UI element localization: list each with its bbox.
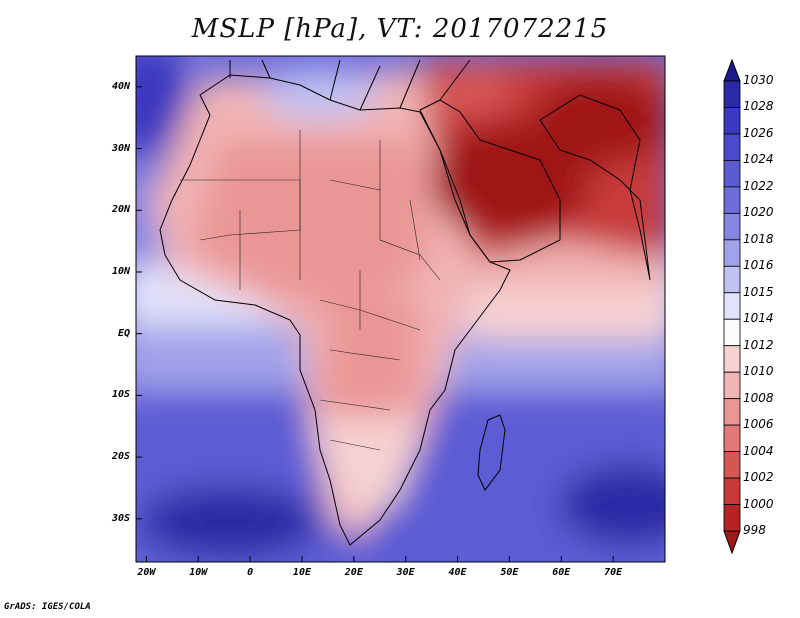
map-title: MSLP [hPa], VT: 2017072215 (191, 14, 609, 44)
lon-label-40e: 40E (448, 567, 467, 578)
colorbar-label-1010: 1010 (743, 364, 774, 379)
colorbar-segment (723, 186, 741, 214)
colorbar-segment (723, 80, 741, 108)
colorbar-top-arrow (723, 58, 741, 82)
colorbar-label-1026: 1026 (743, 125, 774, 140)
lat-label-eq: EQ (117, 327, 130, 339)
country-borders (180, 130, 441, 451)
lon-label-50e: 50E (500, 567, 519, 578)
colorbar-label-1015: 1015 (743, 284, 774, 299)
colorbar-label-1014: 1014 (743, 311, 774, 326)
lon-label-20e: 20E (344, 567, 363, 578)
grads-credit: GrADS: IGES/COLA (4, 602, 91, 612)
colorbar-segment (723, 318, 741, 347)
colorbar-label-998: 998 (743, 523, 766, 537)
colorbar-segment (723, 345, 741, 373)
pressure-field (136, 56, 665, 562)
lat-label-10n: 10N (111, 265, 130, 277)
lon-label-10w: 10W (189, 567, 208, 578)
colorbar-segment (723, 504, 741, 532)
colorbar-label-1012: 1012 (743, 337, 774, 352)
colorbar-segment (723, 133, 741, 161)
colorbar-segment (723, 107, 741, 135)
colorbar-segment (723, 239, 741, 267)
lon-label-30e: 30E (396, 567, 415, 578)
colorbar-label-1002: 1002 (743, 470, 774, 485)
lat-label-10s: 10S (111, 389, 130, 401)
lon-label-10e: 10E (292, 567, 311, 578)
lon-label-0: 0 (247, 567, 254, 578)
axis-ticks (136, 86, 614, 562)
lat-label-30n: 30N (111, 142, 130, 154)
lon-label-20w: 20W (137, 567, 156, 578)
lon-label-70e: 70E (604, 567, 623, 578)
colorbar-segment (723, 424, 741, 452)
lon-label-60e: 60E (552, 567, 571, 578)
lat-label-20n: 20N (111, 204, 130, 216)
lat-label-20s: 20S (111, 451, 130, 463)
colorbar-label-1006: 1006 (743, 417, 774, 432)
map-frame (135, 55, 666, 563)
lat-label-30s: 30S (111, 512, 130, 524)
colorbar-label-1022: 1022 (743, 178, 774, 193)
colorbar-segment (723, 160, 741, 188)
colorbar-label-1030: 1030 (743, 73, 774, 87)
colorbar-segment (723, 292, 741, 320)
colorbar-segment (723, 212, 741, 241)
colorbar-segment (723, 477, 741, 505)
colorbar-label-1024: 1024 (743, 152, 774, 167)
lat-label-40n: 40N (111, 80, 130, 92)
coastlines (159, 59, 651, 546)
colorbar-label-1016: 1016 (743, 258, 774, 273)
colorbar-label-1028: 1028 (743, 99, 774, 114)
colorbar-segment (723, 371, 741, 400)
colorbar-label-1008: 1008 (743, 390, 774, 405)
colorbar (723, 58, 741, 555)
colorbar-label-1018: 1018 (743, 231, 774, 246)
colorbar-segment (723, 398, 741, 426)
colorbar-label-1020: 1020 (743, 205, 774, 220)
colorbar-label-1000: 1000 (743, 496, 774, 511)
colorbar-segment (723, 451, 741, 479)
colorbar-bottom-arrow (723, 530, 741, 555)
colorbar-segment (723, 265, 741, 294)
colorbar-label-1004: 1004 (743, 443, 774, 458)
